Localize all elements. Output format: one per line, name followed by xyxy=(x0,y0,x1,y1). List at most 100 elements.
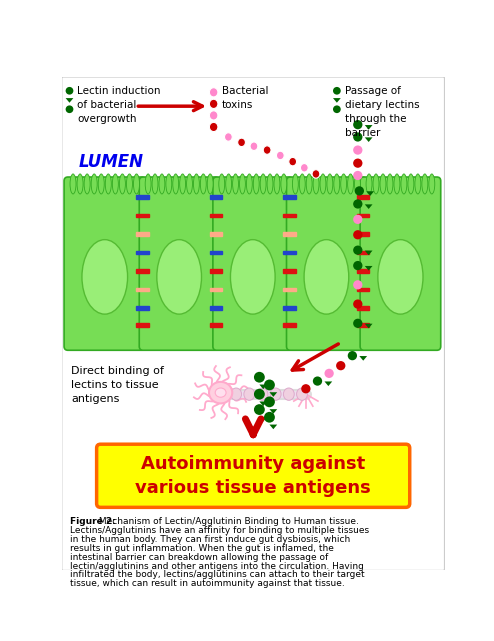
Ellipse shape xyxy=(270,388,281,401)
Ellipse shape xyxy=(133,174,139,194)
Ellipse shape xyxy=(152,174,158,194)
Ellipse shape xyxy=(219,174,225,194)
Ellipse shape xyxy=(70,174,76,194)
Ellipse shape xyxy=(429,174,435,194)
Bar xyxy=(284,232,296,236)
Ellipse shape xyxy=(82,240,127,314)
Bar xyxy=(357,269,370,273)
Circle shape xyxy=(264,397,275,407)
Ellipse shape xyxy=(157,240,202,314)
Polygon shape xyxy=(365,137,372,142)
Ellipse shape xyxy=(394,174,400,194)
Text: results in gut inflammation. When the gut is inflamed, the: results in gut inflammation. When the gu… xyxy=(70,544,333,553)
Bar xyxy=(210,306,222,310)
Ellipse shape xyxy=(378,240,423,314)
Bar xyxy=(284,323,296,327)
Bar xyxy=(136,213,149,217)
Ellipse shape xyxy=(226,174,232,194)
Polygon shape xyxy=(365,125,372,129)
Bar xyxy=(284,213,296,217)
Text: Passage of
dietary lectins
through the
barrier: Passage of dietary lectins through the b… xyxy=(345,86,419,138)
Circle shape xyxy=(254,372,265,383)
Ellipse shape xyxy=(312,170,320,178)
Circle shape xyxy=(353,299,363,309)
Circle shape xyxy=(353,319,363,328)
Circle shape xyxy=(353,246,363,254)
Ellipse shape xyxy=(277,151,284,160)
Ellipse shape xyxy=(267,174,273,194)
Polygon shape xyxy=(365,251,372,255)
Bar xyxy=(210,213,222,217)
Ellipse shape xyxy=(253,174,259,194)
Ellipse shape xyxy=(230,240,275,314)
Ellipse shape xyxy=(91,174,97,194)
Ellipse shape xyxy=(387,174,393,194)
Bar xyxy=(357,288,370,292)
Ellipse shape xyxy=(180,174,186,194)
Text: Direct binding of
lectins to tissue
antigens: Direct binding of lectins to tissue anti… xyxy=(71,365,164,404)
Ellipse shape xyxy=(84,174,90,194)
Bar xyxy=(136,195,149,199)
Bar xyxy=(136,306,149,310)
Text: Figure 2:: Figure 2: xyxy=(70,517,115,526)
Circle shape xyxy=(353,199,363,208)
Polygon shape xyxy=(365,204,372,209)
Ellipse shape xyxy=(257,388,268,401)
Ellipse shape xyxy=(401,174,407,194)
Ellipse shape xyxy=(300,163,308,172)
Bar xyxy=(284,269,296,273)
Bar xyxy=(136,251,149,254)
Bar xyxy=(284,195,296,199)
Ellipse shape xyxy=(166,174,172,194)
Bar xyxy=(210,269,222,273)
Circle shape xyxy=(264,379,275,390)
Text: Mechanism of Lectin/Agglutinin Binding to Human tissue.: Mechanism of Lectin/Agglutinin Binding t… xyxy=(96,517,359,526)
Bar xyxy=(357,251,370,254)
Bar xyxy=(136,288,149,292)
Ellipse shape xyxy=(187,174,193,194)
Polygon shape xyxy=(269,409,277,414)
Bar xyxy=(357,195,370,199)
Ellipse shape xyxy=(380,174,386,194)
Polygon shape xyxy=(359,356,367,361)
Polygon shape xyxy=(365,266,372,271)
Circle shape xyxy=(353,230,363,239)
Ellipse shape xyxy=(112,174,119,194)
FancyBboxPatch shape xyxy=(213,177,293,350)
Ellipse shape xyxy=(209,122,218,131)
Bar xyxy=(357,306,370,310)
Bar xyxy=(357,323,370,327)
Circle shape xyxy=(301,384,311,394)
Ellipse shape xyxy=(250,142,258,151)
Ellipse shape xyxy=(320,174,326,194)
Bar xyxy=(210,195,222,199)
Ellipse shape xyxy=(422,174,428,194)
Ellipse shape xyxy=(145,174,151,194)
Text: intestinal barrier can breakdown allowing the passage of: intestinal barrier can breakdown allowin… xyxy=(70,553,328,562)
Circle shape xyxy=(353,132,363,142)
Circle shape xyxy=(353,158,363,168)
Bar xyxy=(210,288,222,292)
Ellipse shape xyxy=(209,382,232,403)
Ellipse shape xyxy=(120,174,125,194)
Ellipse shape xyxy=(373,174,379,194)
Ellipse shape xyxy=(415,174,421,194)
Text: Bacterial
toxins: Bacterial toxins xyxy=(222,86,269,110)
Ellipse shape xyxy=(284,388,294,401)
Bar xyxy=(136,323,149,327)
Polygon shape xyxy=(259,385,267,389)
Ellipse shape xyxy=(334,174,340,194)
FancyBboxPatch shape xyxy=(97,444,410,507)
Text: LUMEN: LUMEN xyxy=(79,153,144,171)
Ellipse shape xyxy=(327,174,333,194)
Ellipse shape xyxy=(260,174,266,194)
Bar xyxy=(210,251,222,254)
Text: Lectin induction
of bacterial
overgrowth: Lectin induction of bacterial overgrowth xyxy=(77,86,161,124)
Ellipse shape xyxy=(233,174,239,194)
Ellipse shape xyxy=(215,388,226,397)
Ellipse shape xyxy=(247,174,252,194)
Polygon shape xyxy=(333,98,341,103)
Ellipse shape xyxy=(240,174,246,194)
Circle shape xyxy=(353,280,363,290)
Ellipse shape xyxy=(289,158,296,166)
